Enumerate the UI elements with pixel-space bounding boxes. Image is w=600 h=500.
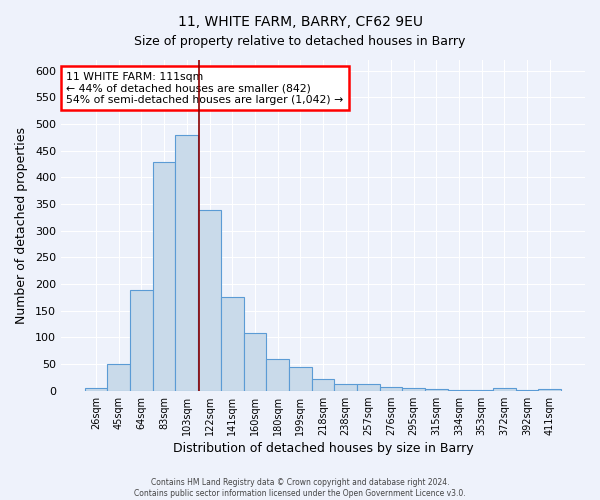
Bar <box>107 364 130 390</box>
Bar <box>538 389 561 390</box>
Text: Contains HM Land Registry data © Crown copyright and database right 2024.
Contai: Contains HM Land Registry data © Crown c… <box>134 478 466 498</box>
Bar <box>175 134 198 390</box>
Bar <box>153 162 175 390</box>
Bar <box>334 384 357 390</box>
Bar <box>130 290 153 390</box>
Bar <box>357 384 380 390</box>
Bar <box>244 333 266 390</box>
Y-axis label: Number of detached properties: Number of detached properties <box>15 127 28 324</box>
Bar <box>425 388 448 390</box>
Text: 11, WHITE FARM, BARRY, CF62 9EU: 11, WHITE FARM, BARRY, CF62 9EU <box>178 15 422 29</box>
Bar <box>380 388 403 390</box>
Bar <box>85 388 107 390</box>
Bar <box>403 388 425 390</box>
Bar <box>493 388 516 390</box>
Text: Size of property relative to detached houses in Barry: Size of property relative to detached ho… <box>134 35 466 48</box>
Text: 11 WHITE FARM: 111sqm
← 44% of detached houses are smaller (842)
54% of semi-det: 11 WHITE FARM: 111sqm ← 44% of detached … <box>66 72 343 105</box>
X-axis label: Distribution of detached houses by size in Barry: Distribution of detached houses by size … <box>173 442 473 455</box>
Bar <box>289 367 311 390</box>
Bar <box>266 358 289 390</box>
Bar <box>311 379 334 390</box>
Bar <box>221 298 244 390</box>
Bar <box>198 210 221 390</box>
